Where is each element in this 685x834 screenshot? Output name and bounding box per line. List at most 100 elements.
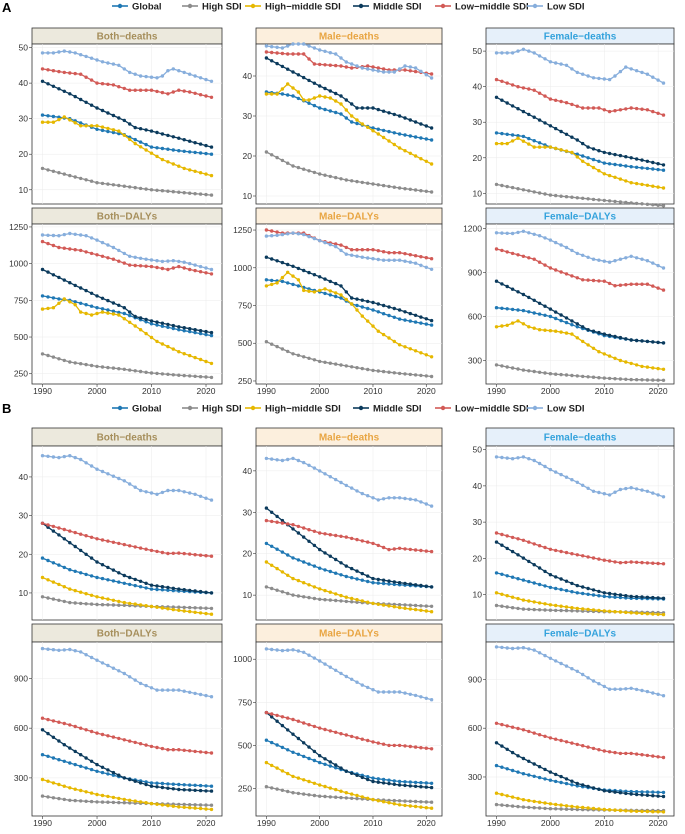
data-point [413, 693, 418, 698]
data-point [376, 741, 380, 745]
data-point [537, 651, 542, 655]
data-point [117, 773, 121, 777]
data-point [318, 469, 322, 473]
data-point [291, 86, 295, 90]
data-point [586, 343, 590, 347]
data-point [209, 145, 214, 149]
data-point [548, 238, 553, 242]
data-point [651, 561, 655, 565]
data-point [198, 692, 203, 697]
data-point [527, 579, 531, 584]
data-point [564, 331, 569, 335]
data-point [323, 588, 327, 593]
data-point [46, 523, 50, 527]
data-point [344, 116, 348, 120]
data-point [554, 802, 558, 807]
data-point [204, 172, 208, 176]
data-point [73, 569, 77, 573]
data-point [521, 86, 526, 90]
data-point [532, 51, 536, 55]
data-point [591, 375, 596, 379]
data-point [371, 65, 375, 69]
plot-area [485, 223, 675, 385]
data-point [613, 74, 617, 78]
data-point [122, 581, 127, 585]
data-point [57, 357, 61, 361]
data-point [182, 260, 186, 264]
data-point [381, 258, 386, 262]
y-tick-label: 10 [243, 191, 253, 201]
data-point [328, 554, 332, 558]
data-point [275, 719, 279, 723]
data-point [618, 153, 623, 158]
data-point [166, 588, 170, 592]
data-point [527, 189, 531, 193]
data-point [613, 109, 617, 113]
data-point [350, 62, 354, 66]
data-point [318, 62, 322, 67]
data-point [494, 363, 499, 367]
data-point [62, 454, 66, 459]
data-point [46, 82, 50, 86]
data-point [661, 495, 666, 499]
data-point [193, 374, 197, 378]
data-point [177, 608, 181, 612]
data-point [564, 373, 569, 377]
series-high-middle-sdi [264, 560, 434, 614]
data-point [570, 373, 574, 378]
data-point [403, 783, 407, 788]
data-point [397, 114, 402, 118]
data-point [532, 542, 536, 546]
series-low-sdi [40, 231, 214, 272]
data-point [387, 579, 391, 583]
data-point [334, 598, 338, 603]
data-point [40, 307, 45, 311]
data-point [100, 800, 105, 804]
data-point [527, 805, 531, 810]
data-point [581, 585, 585, 589]
data-point [57, 234, 61, 238]
data-point [527, 559, 531, 564]
data-point [149, 335, 154, 340]
data-point [613, 356, 617, 360]
data-point [554, 779, 558, 784]
data-point [397, 581, 402, 585]
data-point [350, 566, 354, 571]
data-point [204, 789, 208, 793]
data-point [100, 296, 105, 300]
data-point [661, 367, 666, 371]
data-point [656, 378, 660, 382]
data-point [144, 187, 148, 191]
data-point [209, 330, 214, 335]
data-point [397, 496, 402, 500]
data-point [543, 304, 547, 308]
data-point [366, 306, 370, 311]
data-point [344, 564, 348, 568]
data-point [392, 112, 396, 117]
data-point [494, 802, 499, 807]
data-point [68, 786, 72, 790]
data-point [537, 234, 542, 238]
data-point [171, 326, 175, 331]
data-point [570, 150, 574, 155]
data-point [640, 107, 644, 111]
data-point [419, 373, 423, 378]
data-point [111, 568, 116, 572]
data-point [149, 88, 154, 92]
data-point [270, 229, 274, 233]
data-point [84, 534, 88, 538]
data-point [419, 746, 423, 750]
data-point [355, 577, 359, 581]
data-point [307, 528, 311, 532]
data-point [494, 721, 499, 725]
data-point [548, 603, 553, 607]
data-point [602, 609, 606, 613]
data-point [46, 454, 50, 458]
data-point [629, 181, 633, 185]
data-point [89, 56, 94, 60]
data-point [494, 531, 499, 535]
data-point [296, 90, 301, 94]
data-point [360, 248, 364, 252]
data-point [323, 360, 327, 364]
data-point [79, 176, 83, 181]
